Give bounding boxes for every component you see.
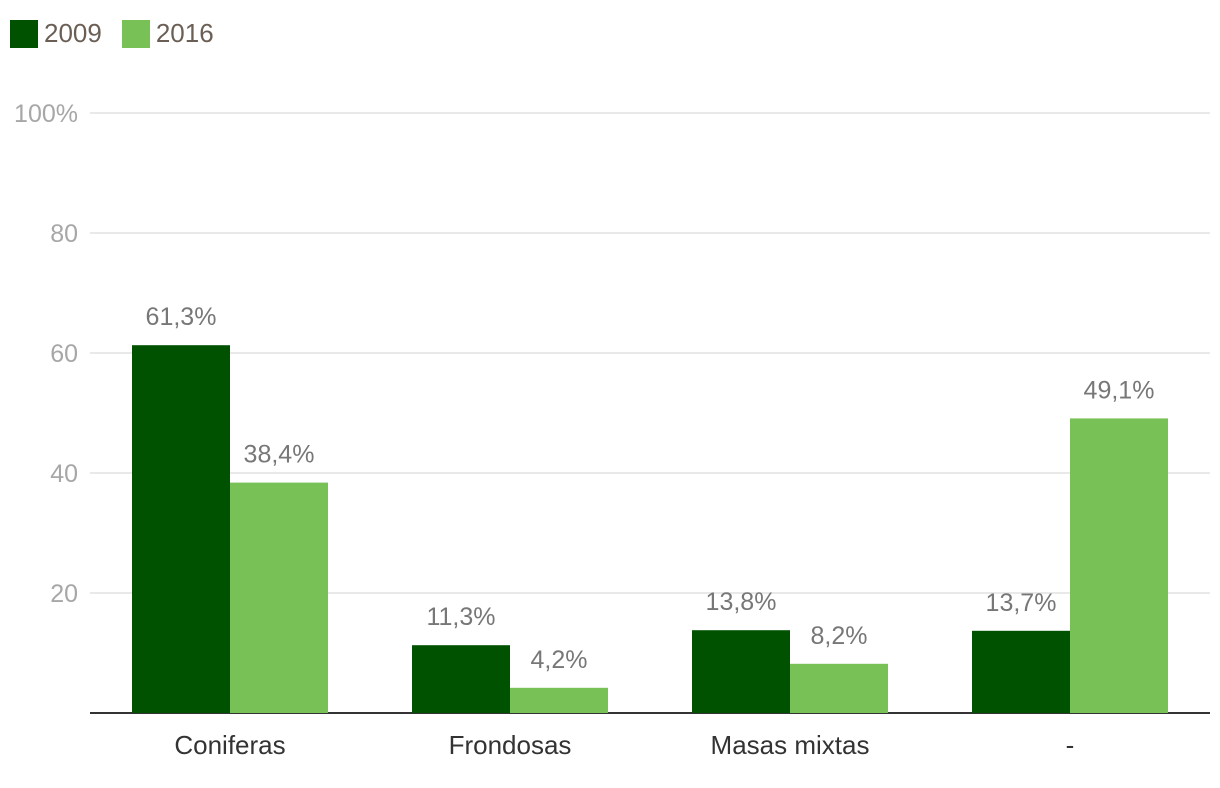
legend-label-2009: 2009	[44, 18, 102, 48]
data-label-2009-3: 13,7%	[986, 589, 1057, 617]
data-label-2016-0: 38,4%	[244, 441, 315, 469]
legend-item-2009: 2009	[10, 18, 102, 49]
legend-swatch-2009	[10, 19, 38, 48]
data-label-2016-3: 49,1%	[1084, 376, 1155, 404]
data-label-2009-1: 11,3%	[426, 603, 495, 631]
data-label-2009-2: 13,8%	[706, 588, 777, 616]
bar-2009-1	[412, 645, 510, 713]
x-tick-label-1: Frondosas	[449, 730, 572, 760]
x-tick-label-0: Coniferas	[174, 730, 285, 760]
data-label-2016-1: 4,2%	[531, 646, 588, 674]
y-tick-label-40: 40	[50, 460, 78, 488]
bar-2009-2	[692, 630, 790, 713]
y-tick-label-100: 100%	[14, 100, 78, 128]
y-tick-label-20: 20	[50, 580, 78, 608]
legend-swatch-2016	[121, 19, 150, 48]
y-tick-label-80: 80	[50, 220, 78, 248]
legend-item-2016: 2016	[121, 18, 214, 49]
data-label-2016-2: 8,2%	[811, 622, 868, 650]
bar-2016-1	[510, 687, 608, 713]
legend-label-2016: 2016	[155, 18, 214, 48]
bar-2009-3	[972, 630, 1070, 713]
y-tick-label-60: 60	[50, 340, 78, 368]
chart-legend: 2009 2016	[10, 18, 234, 49]
x-tick-label-2: Masas mixtas	[711, 730, 870, 760]
bar-2016-3	[1070, 418, 1168, 713]
data-label-2009-0: 61,3%	[146, 303, 217, 331]
bar-2016-0	[230, 482, 328, 713]
bar-2016-2	[790, 663, 888, 713]
bar-2009-0	[132, 345, 230, 713]
x-tick-label-3: -	[1066, 730, 1075, 760]
